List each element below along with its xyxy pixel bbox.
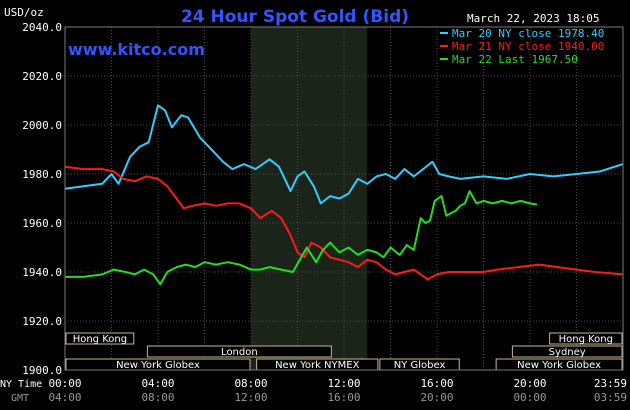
plot-frame: [64, 26, 624, 371]
session-label: New York NYMEX: [275, 360, 360, 371]
session-box-frame: [511, 345, 623, 358]
session-box: New York Globex: [65, 358, 251, 371]
x-tick-label-gmt: 08:00: [141, 391, 174, 404]
series-line-2: [65, 190, 538, 286]
x-tick-label-ny: 08:00: [234, 377, 267, 390]
session-box: New York Globex: [495, 358, 623, 371]
series-layer: [64, 104, 623, 286]
x-tick-label-gmt: 03:59: [594, 391, 627, 404]
x-tick-label-gmt: 16:00: [327, 391, 360, 404]
series-line-0: [64, 104, 623, 205]
session-box: Sydney: [511, 345, 623, 358]
session-box: NY Globex: [379, 358, 460, 371]
x-tick-label-gmt: 12:00: [234, 391, 267, 404]
session-label: New York Globex: [116, 360, 200, 371]
x-tick-label-ny: 12:00: [327, 377, 360, 390]
legend-entry: Mar 22 Last 1967.50: [452, 53, 578, 66]
session-label: Hong Kong: [73, 334, 127, 345]
x-tick-label-ny: 00:00: [48, 377, 81, 390]
y-tick-label: 1900.0: [22, 364, 62, 377]
session-label: Hong Kong: [559, 334, 613, 345]
chart-timestamp: March 22, 2023 18:05: [467, 12, 599, 25]
y-tick-label: 1920.0: [22, 315, 62, 328]
y-axis-ticks: 2040.0 2020.0 2000.0 1980.0 1960.0 1940.0 1920…: [22, 21, 62, 377]
y-tick-label: 1980.0: [22, 168, 62, 181]
legend-entry: Mar 20 NY close 1978.40: [452, 27, 604, 40]
y-tick-label: 2020.0: [22, 70, 62, 83]
session-box-frame: [65, 332, 135, 345]
series-line-1: [64, 165, 623, 281]
session-label: London: [221, 347, 258, 358]
session-box: Hong Kong: [549, 332, 623, 345]
x-tick-label-ny: 16:00: [420, 377, 453, 390]
session-label: NY Globex: [394, 360, 446, 371]
session-box-frame: [549, 332, 623, 345]
x-axis-label-ny: NY Time: [0, 379, 42, 390]
session-box: New York NYMEX: [256, 358, 379, 371]
x-tick-label-ny: 04:00: [141, 377, 174, 390]
y-tick-label: 1940.0: [22, 266, 62, 279]
x-tick-label-gmt: 00:00: [513, 391, 546, 404]
x-tick-label-gmt: 04:00: [48, 391, 81, 404]
session-box: Hong Kong: [65, 332, 135, 345]
session-box-frame: [146, 345, 332, 358]
y-tick-label: 2040.0: [22, 21, 62, 34]
x-axis-ticks: 00:00 04:00 08:00 12:00 16:00 20:00 23:5904:00…: [48, 377, 627, 404]
y-tick-label: 2000.0: [22, 119, 62, 132]
x-tick-label-ny: 23:59: [594, 377, 627, 390]
session-box: London: [146, 345, 332, 358]
chart-title: 24 Hour Spot Gold (Bid): [181, 7, 409, 27]
watermark-url: www.kitco.com: [68, 40, 205, 59]
session-label: New York Globex: [517, 360, 601, 371]
x-tick-label-ny: 20:00: [513, 377, 546, 390]
x-axis-label-gmt: GMT: [11, 393, 29, 404]
nymex-highlight-region: [251, 27, 368, 370]
legend-entry: Mar 21 NY close 1940.00: [452, 40, 604, 53]
session-label: Sydney: [549, 347, 586, 358]
market-sessions: Hong Kong Hong Kong London Sydney New York G…: [65, 332, 623, 371]
y-tick-label: 1960.0: [22, 217, 62, 230]
y-axis-unit: USD/oz: [4, 6, 44, 19]
x-tick-label-gmt: 20:00: [420, 391, 453, 404]
